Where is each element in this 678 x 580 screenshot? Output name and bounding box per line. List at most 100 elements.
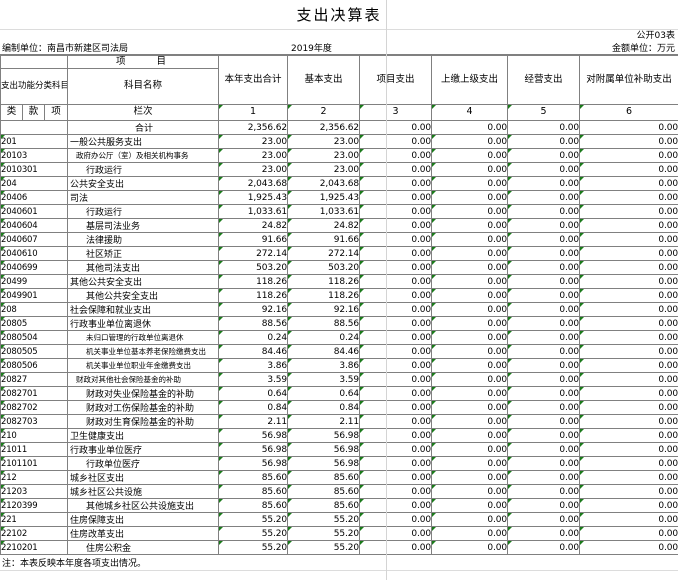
cell-value-col1: 84.46 <box>218 344 289 359</box>
subject-name-label: 卫生健康支出 <box>70 432 125 442</box>
cell-value-col2: 1,033.61 <box>287 204 361 219</box>
cell-value-col2: 2,356.62 <box>287 120 361 135</box>
cell-subject-code: 2040607 <box>0 232 69 247</box>
header-col-6: 对附属单位补助支出 <box>579 55 678 105</box>
table-body: 合计 2,356.62 2,356.62 0.00 0.00 0.00 0.00 201 一般公… <box>0 120 678 555</box>
subject-name-label: 其他司法支出 <box>86 264 141 274</box>
cell-subject-name: 行政事业单位离退休 <box>67 316 220 331</box>
cell-value-col2: 88.56 <box>287 316 361 331</box>
cell-value-col2: 272.14 <box>287 246 361 261</box>
subject-name-label: 社区矫正 <box>86 250 123 260</box>
subject-name-label: 行政运行 <box>86 166 123 176</box>
table-row: 20406 司法 1,925.43 1,925.43 0.00 0.00 0.00 0.00 <box>0 190 678 205</box>
header-col-2: 基本支出 <box>287 55 361 105</box>
cell-subject-name: 其他公共安全支出 <box>67 288 220 303</box>
subject-name-label: 一般公共服务支出 <box>70 138 143 148</box>
cell-value-col2: 24.82 <box>287 218 361 233</box>
cell-subject-code: 212 <box>0 470 69 485</box>
cell-subject-code: 2080505 <box>0 344 69 359</box>
subject-name-label: 社会保障和就业支出 <box>70 306 152 316</box>
cell-value-col2: 2.11 <box>287 414 361 429</box>
cell-value-col1: 85.60 <box>218 470 289 485</box>
subject-name-label: 其他公共安全支出 <box>70 278 143 288</box>
header-index-4: 4 <box>431 104 509 121</box>
cell-subject-name: 其他司法支出 <box>67 260 220 275</box>
cell-value-col1: 0.84 <box>218 400 289 415</box>
cell-subject-code: 208 <box>0 302 69 317</box>
cell-subject-name: 住房公积金 <box>67 540 220 555</box>
cell-value-col1: 0.24 <box>218 330 289 345</box>
cell-subject-code: 221 <box>0 512 69 527</box>
subject-name-label: 城乡社区支出 <box>70 474 125 484</box>
subject-name-label: 行政事业单位离退休 <box>70 320 152 330</box>
subject-name-label: 其他公共安全支出 <box>86 292 159 302</box>
subject-name-label: 司法 <box>70 194 89 204</box>
cell-value-col1: 55.20 <box>218 540 289 555</box>
cell-value-col2: 55.20 <box>287 540 361 555</box>
header-column-index-label: 栏次 <box>67 104 220 121</box>
cell-subject-name: 行政事业单位医疗 <box>67 442 220 457</box>
cell-value-col1: 92.16 <box>218 302 289 317</box>
cell-subject-name: 财政对其他社会保险基金的补助 <box>67 372 220 387</box>
cell-subject-code: 2082701 <box>0 386 69 401</box>
cell-value-col1: 2.11 <box>218 414 289 429</box>
cell-value-col1: 1,033.61 <box>218 204 289 219</box>
subject-name-label: 机关事业单位职业年金缴费支出 <box>86 361 192 370</box>
table-row: 221 住房保障支出 55.20 55.20 0.00 0.00 0.00 0.00 <box>0 512 678 527</box>
table-row-total: 合计 2,356.62 2,356.62 0.00 0.00 0.00 0.00 <box>0 120 678 135</box>
cell-subject-name: 机关事业单位基本养老保险缴费支出 <box>67 344 220 359</box>
cell-subject-code: 2120399 <box>0 498 69 513</box>
cell-subject-code: 201 <box>0 134 69 149</box>
cell-subject-name: 基层司法业务 <box>67 218 220 233</box>
header-index-1: 1 <box>218 104 289 121</box>
cell-value-col2: 55.20 <box>287 526 361 541</box>
cell-value-col1: 1,925.43 <box>218 190 289 205</box>
compiling-unit-label: 编制单位：南昌市新建区司法局 <box>2 44 129 54</box>
cell-subject-code: 2082703 <box>0 414 69 429</box>
header-index-6: 6 <box>579 104 678 121</box>
table-row: 2082701 财政对失业保险基金的补助 0.64 0.64 0.00 0.00 0.00 0… <box>0 386 678 401</box>
cell-value-col2: 85.60 <box>287 470 361 485</box>
cell-subject-name: 行政运行 <box>67 204 220 219</box>
header-code-lei: 类 <box>0 104 23 121</box>
table-row: 21011 行政事业单位医疗 56.98 56.98 0.00 0.00 0.00 0.00 <box>0 442 678 457</box>
expenditure-table: 项 目 本年支出合计 基本支出 项目支出 上缴上级支出 经营支出 对附属单位补助… <box>0 55 678 555</box>
cell-subject-name: 机关事业单位职业年金缴费支出 <box>67 358 220 373</box>
cell-value-col1: 503.20 <box>218 260 289 275</box>
table-row: 2040699 其他司法支出 503.20 503.20 0.00 0.00 0.00 0.0… <box>0 260 678 275</box>
cell-subject-name: 财政对失业保险基金的补助 <box>67 386 220 401</box>
cell-value-col1: 55.20 <box>218 512 289 527</box>
subject-name-label: 基层司法业务 <box>86 222 141 232</box>
cell-value-col5: 0.00 <box>507 414 581 429</box>
cell-value-col1: 0.64 <box>218 386 289 401</box>
table-row: 2101101 行政单位医疗 56.98 56.98 0.00 0.00 0.00 0.00 <box>0 456 678 471</box>
cell-value-col2: 0.24 <box>287 330 361 345</box>
cell-value-col2: 118.26 <box>287 274 361 289</box>
page-title: 支出决算表 <box>0 0 678 30</box>
cell-subject-code: 20103 <box>0 148 69 163</box>
subject-name-label: 行政运行 <box>86 208 123 218</box>
cell-subject-name: 卫生健康支出 <box>67 428 220 443</box>
cell-value-col2: 85.60 <box>287 484 361 499</box>
cell-subject-name: 城乡社区公共设施 <box>67 484 220 499</box>
subject-name-label: 政府办公厅（室）及相关机构事务 <box>76 151 189 160</box>
header-row-subject: 支出功能分类科目编码 科目名称 <box>0 68 678 105</box>
header-index-5: 5 <box>507 104 581 121</box>
table-row: 20805 行政事业单位离退休 88.56 88.56 0.00 0.00 0.00 0.00 <box>0 316 678 331</box>
header-code-xiang: 项 <box>43 104 69 121</box>
header-row-columnindex: 类 款 项 栏次 1 2 3 4 5 6 <box>0 104 678 121</box>
cell-value-col1: 272.14 <box>218 246 289 261</box>
subject-name-label: 公共安全支出 <box>70 180 125 190</box>
cell-value-col1: 85.60 <box>218 484 289 499</box>
subject-name-label: 法律援助 <box>86 236 123 246</box>
cell-value-col2: 23.00 <box>287 148 361 163</box>
cell-value-col1: 118.26 <box>218 288 289 303</box>
table-row: 2120399 其他城乡社区公共设施支出 85.60 85.60 0.00 0.00 0.0… <box>0 498 678 513</box>
cell-subject-name: 一般公共服务支出 <box>67 134 220 149</box>
cell-subject-name: 行政运行 <box>67 162 220 177</box>
cell-subject-name: 合计 <box>67 120 220 135</box>
subject-name-label: 城乡社区公共设施 <box>70 488 143 498</box>
cell-subject-code: 2040601 <box>0 204 69 219</box>
cell-value-col1: 3.59 <box>218 372 289 387</box>
